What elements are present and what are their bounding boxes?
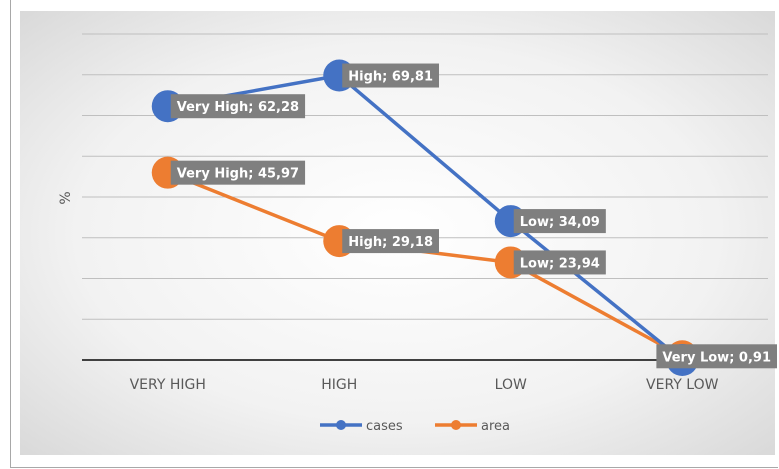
- data-label-cases: Low; 34,09: [513, 209, 606, 234]
- data-label-box: [342, 63, 439, 88]
- x-tick-label: VERY HIGH: [130, 377, 206, 393]
- data-label-text: Very High; 62,28: [177, 100, 299, 115]
- data-label-cases: Very High; 62,28: [170, 94, 306, 119]
- data-label-box: [170, 94, 306, 119]
- legend-label: area: [481, 419, 510, 434]
- data-labels: Very High; 62,28 High; 69,81 Low; 34,09 Ver…: [170, 63, 777, 369]
- data-label-area: Very Low; 0,91: [656, 344, 777, 369]
- legend-label: cases: [366, 419, 403, 434]
- data-label-text: Low; 23,94: [520, 256, 600, 271]
- legend-item-cases: cases: [320, 419, 403, 434]
- data-label-text: Low; 34,09: [520, 215, 600, 230]
- data-label-box: [342, 229, 439, 254]
- series-line-cases: [167, 73, 684, 362]
- data-label-area: Very High; 45,97: [170, 160, 306, 185]
- data-label-text: Very Low; 0,91: [662, 350, 771, 365]
- data-label-area: Low; 23,94: [513, 250, 606, 275]
- x-tick-labels: VERY HIGH HIGH LOW VERY LOW: [130, 377, 719, 393]
- data-label-text: High; 69,81: [348, 70, 433, 85]
- legend: cases area: [320, 419, 510, 434]
- data-label-text: Very High; 45,97: [177, 167, 299, 182]
- data-label-box: [513, 209, 606, 234]
- y-axis-title: %: [58, 191, 74, 204]
- data-label-box: [170, 160, 306, 185]
- x-tick-label: HIGH: [321, 377, 357, 393]
- legend-swatch-marker: [336, 420, 346, 430]
- x-tick-label: LOW: [495, 377, 527, 393]
- data-label-text: High; 29,18: [348, 235, 433, 250]
- data-label-box: [513, 250, 606, 275]
- data-label-area: High; 29,18: [342, 229, 439, 254]
- data-label-cases: High; 69,81: [342, 63, 439, 88]
- legend-item-area: area: [435, 419, 510, 434]
- legend-swatch-marker: [451, 420, 461, 430]
- data-label-box: [656, 344, 777, 369]
- x-tick-label: VERY LOW: [646, 377, 719, 393]
